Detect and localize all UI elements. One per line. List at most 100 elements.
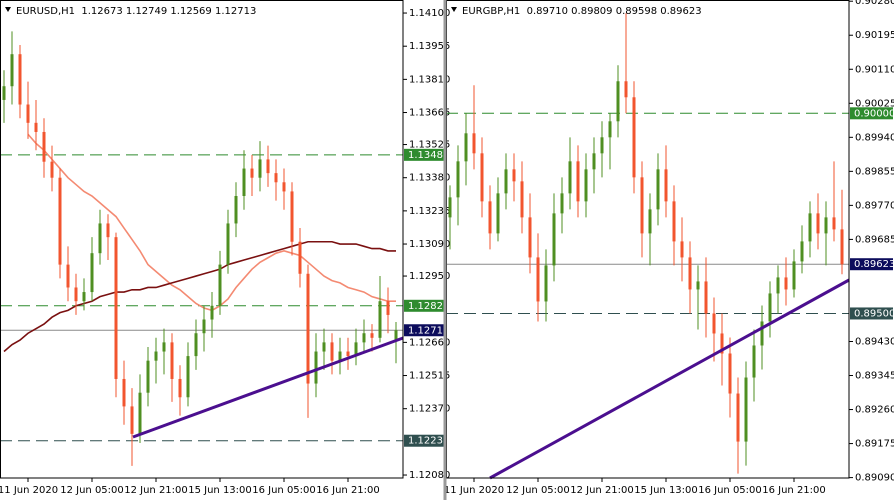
candle-body (784, 277, 788, 290)
y-tick-label: 1.12370 (409, 404, 450, 415)
candle-body (194, 333, 198, 357)
candle-body (680, 241, 684, 258)
candle-body (472, 133, 476, 154)
candle-body (704, 281, 708, 314)
candle-body (592, 153, 596, 170)
candle-body (258, 159, 262, 178)
x-tick-label: 11 Jun 2020 (0, 485, 58, 496)
candle-body (776, 277, 780, 294)
candle-body (648, 209, 652, 234)
plot-border (0, 0, 404, 479)
candle-body (34, 122, 38, 132)
menu-triangle[interactable] (5, 7, 11, 12)
candle-body (354, 342, 358, 357)
candle-body (528, 217, 532, 258)
candle-body (616, 81, 620, 122)
level-label: 1.12820 (408, 301, 449, 312)
candle-body (2, 86, 6, 100)
candle-body (130, 406, 134, 434)
candle-body (640, 177, 644, 234)
y-tick-label: 0.89770 (855, 200, 894, 211)
candle-body (290, 191, 294, 242)
candle-body (800, 241, 804, 262)
candle-body (314, 351, 318, 384)
y-tick-label: 0.90280 (855, 0, 894, 7)
candle-body (138, 392, 142, 434)
candle-body (394, 330, 398, 340)
trendline[interactable] (132, 336, 404, 439)
y-tick-label: 1.12660 (409, 337, 450, 348)
level-label-box (404, 299, 447, 312)
candle-body (696, 281, 700, 290)
candle-body (552, 213, 556, 266)
candle-body (322, 342, 326, 352)
candle-body (744, 377, 748, 442)
candle-body (664, 169, 668, 202)
x-tick-label: 12 Jun 21:00 (570, 485, 634, 496)
x-tick-label: 15 Jun 13:00 (634, 485, 698, 496)
candle-body (370, 333, 374, 338)
candle-body (226, 223, 230, 265)
candle-body (50, 161, 54, 178)
x-tick-label: 16 Jun 05:00 (252, 485, 316, 496)
y-tick-label: 0.89685 (855, 234, 894, 245)
candle-body (560, 193, 564, 214)
candle-body (298, 241, 302, 274)
candle-body (456, 161, 460, 198)
y-tick-label: 1.12515 (409, 371, 450, 382)
y-tick-label: 0.89260 (855, 405, 894, 416)
level-label-box (850, 107, 893, 120)
candle-body (106, 223, 110, 238)
candle-body (496, 193, 500, 234)
last-price-label: 1.12713 (408, 325, 449, 336)
candle-body (448, 197, 452, 218)
last-price-box (404, 324, 447, 337)
candle-body (536, 257, 540, 302)
candle-body (808, 213, 812, 242)
candle-body (720, 333, 724, 354)
last-price-label: 0.89623 (854, 259, 894, 270)
moving-average (3, 240, 396, 353)
candle-body (512, 169, 516, 182)
y-tick-label: 1.13380 (409, 173, 450, 184)
x-tick-label: 12 Jun 21:00 (124, 485, 188, 496)
y-tick-label: 0.89090 (855, 473, 894, 484)
candle-body (234, 196, 238, 224)
candle-body (82, 292, 86, 302)
y-tick-label: 1.13090 (409, 239, 450, 250)
candle-body (18, 54, 22, 105)
x-tick-label: 16 Jun 05:00 (698, 485, 762, 496)
candle-body (832, 217, 836, 230)
candle-body (58, 177, 62, 265)
y-tick-label: 1.13235 (409, 206, 450, 217)
candle-body (480, 153, 484, 202)
menu-triangle[interactable] (451, 7, 457, 12)
candle-body (792, 261, 796, 290)
y-tick-label: 1.13810 (409, 74, 450, 85)
trendline[interactable] (489, 278, 850, 480)
candle-body (520, 181, 524, 218)
candle-body (752, 345, 756, 378)
y-tick-label: 1.13525 (409, 140, 450, 151)
candle-body (584, 169, 588, 202)
candle-body (210, 305, 214, 320)
y-tick-label: 1.12080 (409, 470, 450, 481)
candle-body (122, 378, 126, 407)
candle-body (10, 54, 14, 87)
candle-body (90, 253, 94, 293)
chart-header: EURGBP,H1 0.89710 0.89809 0.89598 0.8962… (462, 6, 702, 17)
x-tick-label: 12 Jun 05:00 (506, 485, 570, 496)
candle-body (568, 161, 572, 194)
candle-body (186, 356, 190, 398)
y-tick-label: 0.90110 (855, 64, 894, 75)
candle-body (712, 313, 716, 334)
candle-body (768, 293, 772, 322)
y-tick-label: 1.14100 (409, 8, 450, 19)
candle-body (42, 131, 46, 162)
candle-body (760, 321, 764, 346)
y-tick-label: 0.89855 (855, 166, 894, 177)
candle-body (170, 342, 174, 379)
level-label-box (404, 434, 447, 447)
x-tick-label: 16 Jun 21:00 (762, 485, 826, 496)
